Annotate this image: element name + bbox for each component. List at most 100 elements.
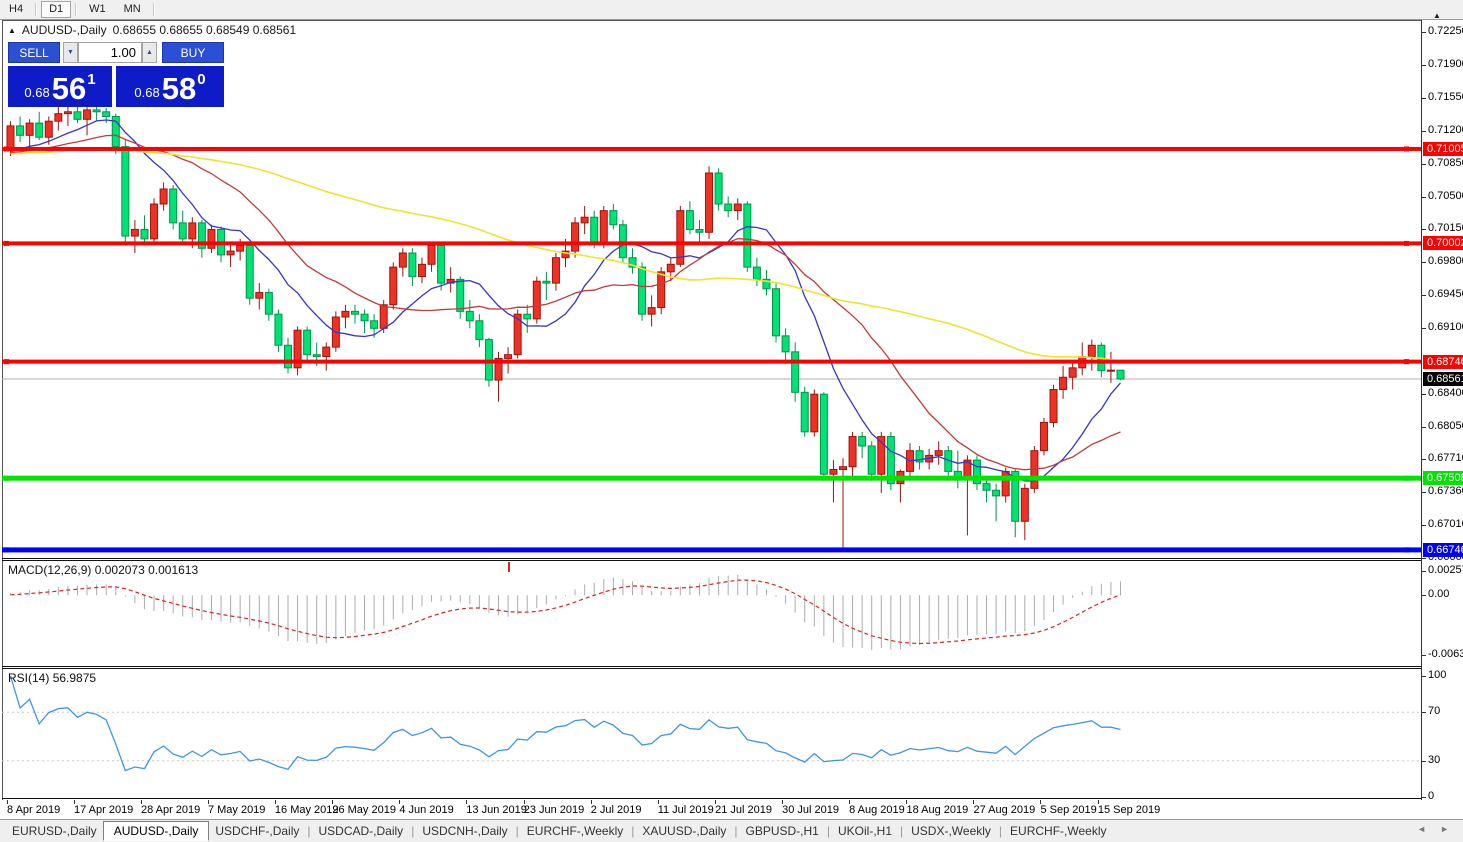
date-tick-label: 13 Jun 2019 xyxy=(466,804,527,816)
divider xyxy=(2,558,1421,559)
level-handle[interactable] xyxy=(1404,547,1409,553)
macd-values: 0.002073 0.001613 xyxy=(94,563,199,577)
level-handle[interactable] xyxy=(4,240,9,246)
price-chart[interactable] xyxy=(2,20,1421,558)
level-handle[interactable] xyxy=(1404,359,1409,365)
tab-scroll-right-icon[interactable]: ► xyxy=(1440,824,1449,834)
collapse-arrow-icon[interactable]: ▲ xyxy=(8,25,16,35)
timeframe-button-d1[interactable]: D1 xyxy=(41,1,72,18)
ma-line-60 xyxy=(10,147,1121,363)
tab-separator: | xyxy=(900,824,904,838)
chart-tab-usdcad-daily[interactable]: USDCAD-,Daily xyxy=(318,824,404,838)
level-line-0.66746[interactable] xyxy=(2,547,1421,553)
rsi-scale-label: 100 xyxy=(1428,669,1447,681)
date-tick-label: 21 Jul 2019 xyxy=(715,804,772,816)
sell-price-digits: 56 xyxy=(51,71,87,106)
level-line-0.67508[interactable] xyxy=(2,475,1421,481)
chart-tab-gbpusd-h1[interactable]: GBPUSD-,H1 xyxy=(745,824,819,838)
tab-separator: | xyxy=(411,824,415,838)
rsi-line xyxy=(9,675,1121,772)
level-line-0.70002[interactable] xyxy=(2,241,1421,246)
axis-tick xyxy=(1422,492,1426,494)
date-tick-label: 5 Sep 2019 xyxy=(1040,804,1097,816)
level-handle[interactable] xyxy=(4,547,9,553)
timeframe-button-h4[interactable]: H4 xyxy=(9,3,24,15)
axis-tick xyxy=(1422,655,1426,656)
date-tick-mark xyxy=(1097,800,1099,804)
chart-tab-usdx-weekly[interactable]: USDX-,Weekly xyxy=(911,824,991,838)
level-handle[interactable] xyxy=(4,359,9,365)
chart-window xyxy=(2,20,1463,820)
buy-price-box[interactable]: 0.68 58 0 xyxy=(116,66,224,107)
sell-button[interactable]: SELL xyxy=(8,42,60,63)
tab-scroll-buttons: ◄ ► xyxy=(1417,824,1449,834)
level-handle[interactable] xyxy=(4,146,9,152)
axis-tick xyxy=(1422,64,1426,66)
date-tick-label: 26 May 2019 xyxy=(332,804,396,816)
tab-scroll-left-icon[interactable]: ◄ xyxy=(1417,824,1427,834)
axis-tick xyxy=(1422,328,1426,330)
date-tick-mark xyxy=(849,800,851,804)
timeframe-button-w1[interactable]: W1 xyxy=(89,3,106,15)
level-price-label: 0.68746 xyxy=(1423,354,1463,369)
date-tick-label: 17 Apr 2019 xyxy=(73,804,134,816)
volume-input[interactable] xyxy=(78,42,142,63)
axis-tick xyxy=(1422,459,1426,461)
date-tick-label: 16 May 2019 xyxy=(274,804,339,816)
axis-tick xyxy=(1422,676,1426,677)
chart-tab-audusd-daily[interactable]: AUDUSD-,Daily xyxy=(102,820,210,841)
rsi-panel[interactable] xyxy=(2,669,1421,798)
date-tick-label: 23 Jun 2019 xyxy=(523,804,585,816)
chart-tab-xauusd-daily[interactable]: XAUUSD-,Daily xyxy=(642,824,727,838)
scroll-up-icon[interactable]: ▲ xyxy=(1433,11,1441,20)
chart-tab-usdchf-daily[interactable]: USDCHF-,Daily xyxy=(215,824,300,838)
chart-tab-eurchf-weekly[interactable]: EURCHF-,Weekly xyxy=(1010,824,1107,838)
sell-price-pipette: 1 xyxy=(87,71,96,88)
axis-tick xyxy=(1422,558,1426,559)
price-axis-border xyxy=(1421,20,1422,800)
one-click-trading-widget: SELL ▼ ▲ BUY 0.68 56 1 0.68 58 0 xyxy=(8,42,224,107)
level-handle[interactable] xyxy=(1404,475,1409,481)
level-handle[interactable] xyxy=(1404,240,1409,246)
chart-tab-bar: EURUSD-,Daily AUDUSD-,Daily USDCHF-,Daily |… xyxy=(0,820,1463,842)
level-line-0.71005[interactable] xyxy=(2,146,1421,151)
axis-tick xyxy=(1422,97,1426,99)
current-price-label: 0.68561 xyxy=(1423,372,1463,387)
date-tick-mark xyxy=(7,800,8,804)
date-tick-mark xyxy=(657,800,659,804)
sell-price-box[interactable]: 0.68 56 1 xyxy=(8,66,112,107)
axis-tick xyxy=(1422,163,1426,165)
date-tick-mark xyxy=(399,800,401,804)
axis-tick xyxy=(1422,229,1426,231)
date-tick-mark xyxy=(782,800,784,804)
chart-tab-usdcnh-daily[interactable]: USDCNH-,Daily xyxy=(422,824,508,838)
rsi-scale-label: 70 xyxy=(1428,705,1441,718)
macd-panel[interactable] xyxy=(2,561,1421,666)
level-line-0.68746[interactable] xyxy=(2,359,1421,364)
date-axis[interactable]: 8 Apr 2019 17 Apr 2019 28 Apr 2019 7 May 20… xyxy=(2,800,1421,819)
divider xyxy=(2,668,1421,669)
volume-decrease-button[interactable]: ▼ xyxy=(63,42,78,63)
date-tick-label: 27 Aug 2019 xyxy=(973,804,1036,816)
tab-separator: | xyxy=(631,824,635,838)
volume-increase-button[interactable]: ▲ xyxy=(142,42,157,63)
tab-separator: | xyxy=(734,824,738,838)
chart-ohlc-values: 0.68655 0.68655 0.68549 0.68561 xyxy=(112,23,297,37)
chart-tab-ukoil-h1[interactable]: UKOil-,H1 xyxy=(837,824,892,838)
chart-tab-eurusd-daily[interactable]: EURUSD-,Daily xyxy=(12,824,97,838)
buy-button[interactable]: BUY xyxy=(162,42,224,63)
date-tick-mark xyxy=(466,800,468,804)
level-handle[interactable] xyxy=(4,475,9,481)
divider xyxy=(2,560,1421,561)
divider xyxy=(0,819,1463,820)
timeframe-button-mn[interactable]: MN xyxy=(123,3,141,15)
level-handle[interactable] xyxy=(1404,146,1409,152)
chart-tab-eurchf-weekly[interactable]: EURCHF-,Weekly xyxy=(526,824,624,838)
